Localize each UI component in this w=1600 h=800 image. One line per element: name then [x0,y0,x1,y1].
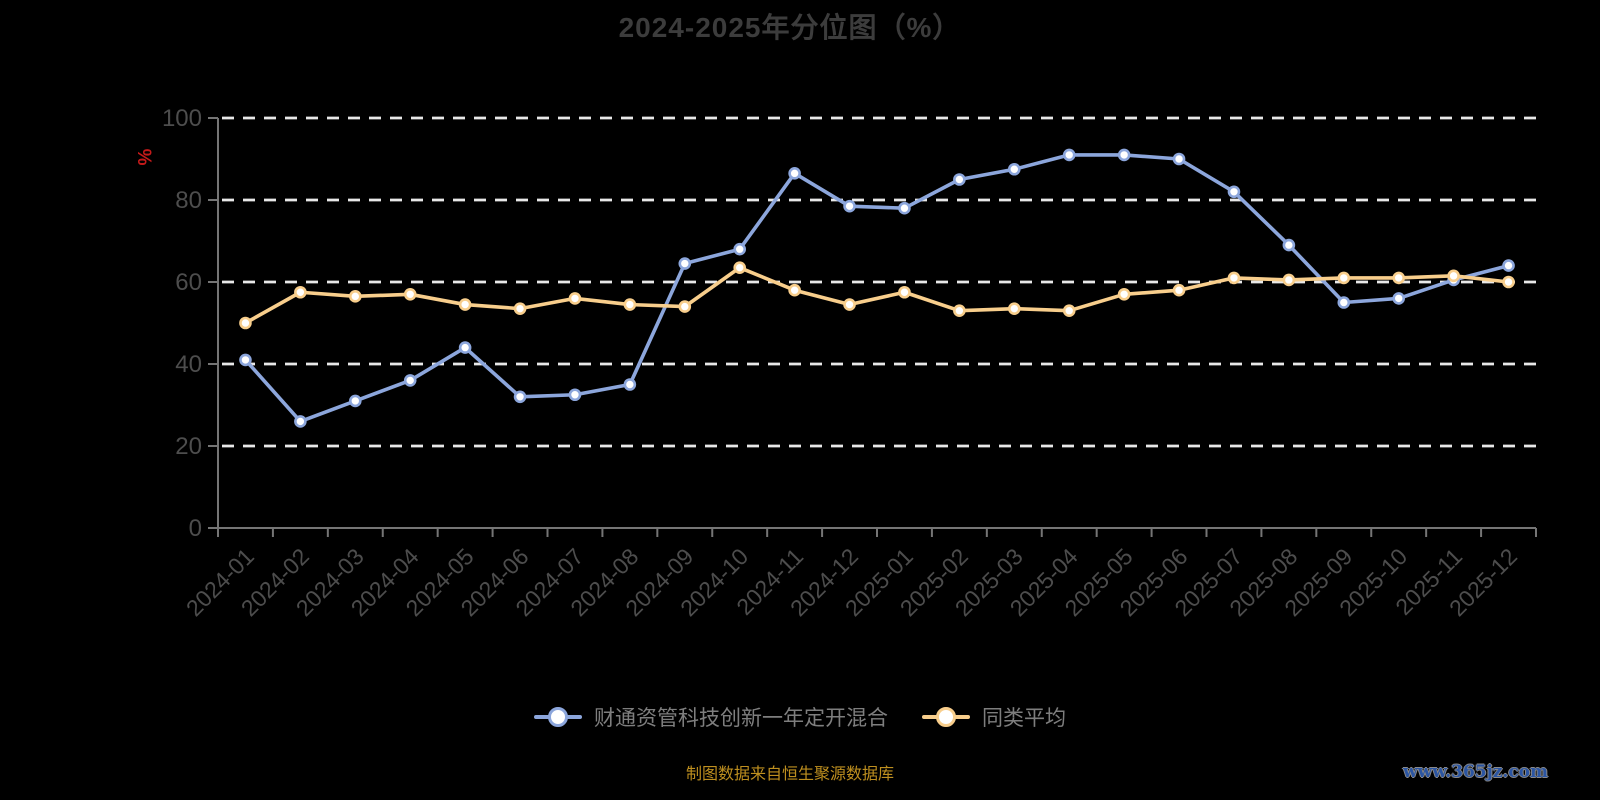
y-axis-label: 60 [175,269,202,296]
series-line-1 [243,265,1511,325]
data-point [239,316,252,330]
data-point [1337,271,1351,285]
data-point [788,283,801,297]
data-point [348,290,362,303]
data-point [678,300,692,313]
data-point [294,415,307,428]
data-point [1447,269,1460,283]
data-point [403,287,417,301]
data-point [1227,185,1241,199]
data-point [898,201,911,215]
data-point [1282,238,1296,252]
data-point [733,242,747,256]
data-point [843,199,856,213]
data-point [1227,271,1241,285]
data-point [458,341,472,354]
data-point [1502,259,1515,272]
data-source-note: 制图数据来自恒生聚源数据库 [685,766,894,783]
legend-line-marker-icon [534,706,582,728]
data-point [1172,152,1186,166]
data-point [513,302,527,315]
data-point [348,394,362,408]
data-point [623,378,637,391]
legend-item-1[interactable]: 同类平均 [922,702,1066,732]
data-point [1007,302,1021,315]
watermark: www.365jz.com [1403,762,1548,782]
data-point [733,261,747,274]
data-point [568,292,582,305]
data-point [1392,271,1406,285]
data-point [1282,273,1296,287]
data-point [1062,148,1076,162]
y-axis-label: 20 [175,433,202,460]
data-point [239,353,252,367]
y-axis-label: 80 [175,187,202,214]
y-axis-label: 100 [162,105,202,132]
data-point [623,298,637,311]
legend-line-marker-icon [922,706,970,728]
data-point [788,167,801,180]
data-point [1392,292,1406,305]
data-point [513,390,527,404]
data-point [843,298,856,311]
data-point [1007,162,1021,176]
y-axis-label: 40 [175,351,202,378]
data-point [1062,304,1076,318]
data-point [953,304,966,318]
legend-item-0[interactable]: 财通资管科技创新一年定开混合 [534,702,888,732]
data-point [1172,283,1186,297]
data-point [1117,148,1131,162]
legend-label: 同类平均 [982,707,1066,730]
data-point [678,257,692,270]
legend: 财通资管科技创新一年定开混合 同类平均 [0,702,1600,732]
data-point [1337,296,1351,309]
data-point [403,374,417,387]
data-point [568,388,582,402]
series-line-0 [243,153,1511,424]
legend-label: 财通资管科技创新一年定开混合 [594,707,888,730]
data-point [1117,287,1131,301]
data-point [953,173,966,186]
data-point [898,285,911,299]
data-point [294,285,307,299]
y-axis-label: 0 [189,515,202,542]
data-point [1502,275,1515,289]
data-point [458,298,472,311]
chart-title: 2024-2025年分位图（%） [618,12,962,43]
